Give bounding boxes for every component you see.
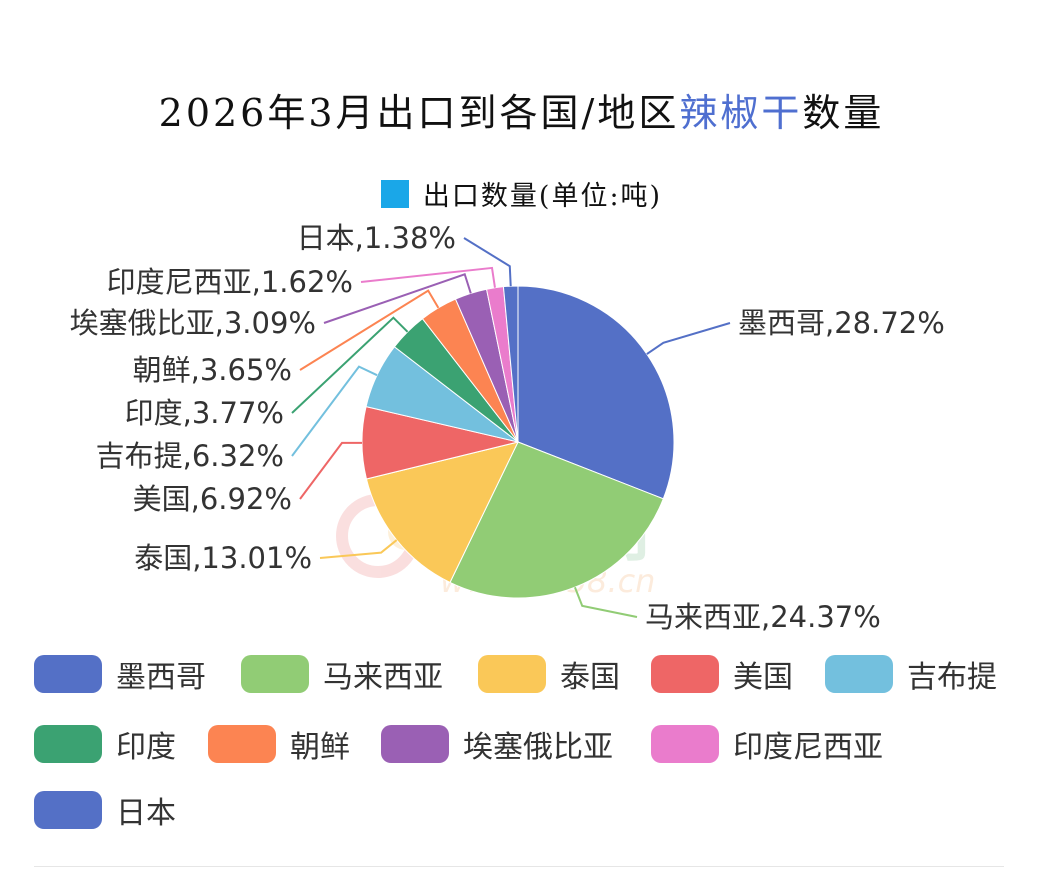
divider [34,866,1004,867]
pie-label-line-8 [360,266,496,288]
pie-label-line-6 [299,289,440,371]
legend-swatch-4 [825,655,893,693]
legend-item-7[interactable]: 埃塞俄比亚 [381,722,613,766]
pie-label-9: 日本,1.38% [297,221,456,255]
pie-label-3: 美国,6.92% [133,482,292,516]
legend-label-1: 马来西亚 [323,660,443,695]
legend-item-6[interactable]: 朝鲜 [208,722,350,766]
legend-item-4[interactable]: 吉布提 [825,652,997,696]
legend-label-7: 埃塞俄比亚 [463,730,613,765]
pie-label-0: 墨西哥,28.72% [738,306,945,340]
series-legend-swatch [380,179,409,208]
pie-label-line-7 [323,272,472,324]
legend-label-0: 墨西哥 [116,660,206,695]
title-prefix: 2026年3月出口到各国/地区 [158,91,680,135]
series-legend[interactable]: 出口数量(单位:吨) [0,174,1043,213]
legend-item-0[interactable]: 墨西哥 [34,652,206,696]
chart-title: 2026年3月出口到各国/地区辣椒干数量 [0,82,1043,137]
legend-item-1[interactable]: 马来西亚 [241,652,443,696]
pie-slice-1[interactable] [449,441,664,599]
pie-label-7: 埃塞俄比亚,3.09% [70,306,316,340]
legend-swatch-6 [208,725,276,763]
legend-swatch-7 [381,725,449,763]
pie-label-line-3 [299,441,363,500]
pie-label-line-1 [573,586,638,618]
pie-label-line-9 [463,237,512,287]
legend-swatch-5 [34,725,102,763]
title-highlight: 辣椒干 [679,91,803,135]
pie-label-line-4 [291,365,378,457]
legend-item-9[interactable]: 日本 [34,788,176,832]
legend-swatch-8 [651,725,719,763]
legend-swatch-0 [34,655,102,693]
legend-label-8: 印度尼西亚 [733,730,883,765]
legend-swatch-1 [241,655,309,693]
legend-item-8[interactable]: 印度尼西亚 [651,722,883,766]
legend-label-4: 吉布提 [907,660,997,695]
legend-label-3: 美国 [733,660,793,695]
title-suffix: 数量 [802,91,885,135]
pie-label-6: 朝鲜,3.65% [133,353,292,387]
pie-label-5: 印度,3.77% [125,396,284,430]
legend-item-2[interactable]: 泰国 [478,652,620,696]
series-legend-label: 出口数量(单位:吨) [422,181,663,212]
legend-label-5: 印度 [116,730,176,765]
pie-label-4: 吉布提,6.32% [96,439,284,473]
legend-item-3[interactable]: 美国 [651,652,793,696]
legend-label-6: 朝鲜 [290,730,350,765]
pie-label-1: 马来西亚,24.37% [645,600,881,634]
legend-label-2: 泰国 [560,660,620,695]
legend-label-9: 日本 [116,796,176,831]
legend-swatch-2 [478,655,546,693]
pie-label-2: 泰国,13.01% [134,541,312,575]
legend-swatch-9 [34,791,102,829]
pie-label-line-2 [319,539,398,559]
pie-label-line-5 [291,316,409,414]
pie-label-8: 印度尼西亚,1.62% [107,265,353,299]
pie-slice-9[interactable] [502,285,519,443]
legend-swatch-3 [651,655,719,693]
legend-item-5[interactable]: 印度 [34,722,176,766]
pie-label-line-0 [646,322,731,355]
